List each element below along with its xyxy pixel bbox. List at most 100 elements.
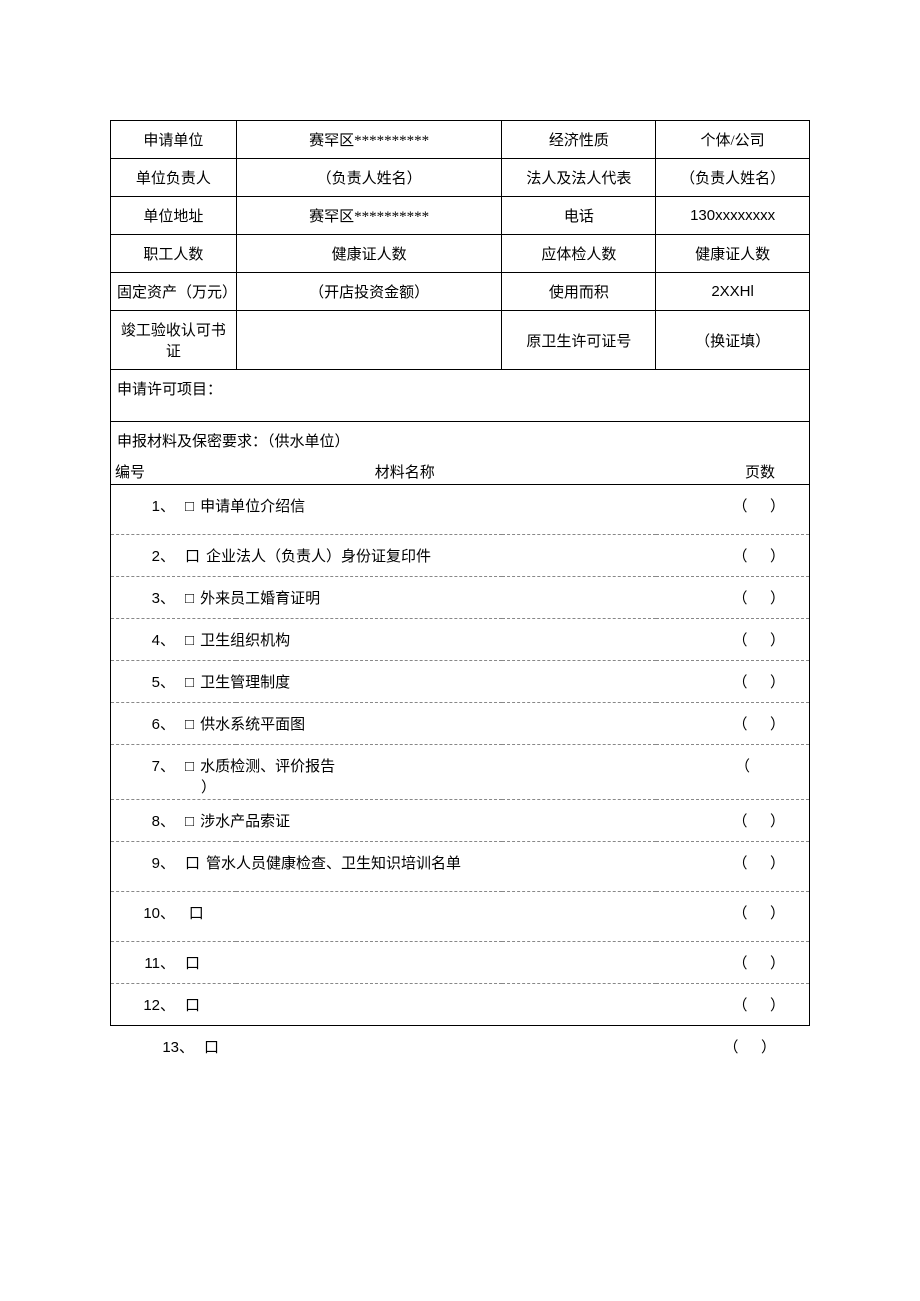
application-form-table: 申请单位 赛罕区********** 经济性质 个体/公司 单位负责人 （负责人… [110,120,810,1026]
material-item-row: 10、 口 （ ） [111,892,810,942]
item-name: 企业法人（负责人）身份证复印件 [206,549,431,565]
materials-title-row: 申报材料及保密要求：（供水单位） [111,422,810,460]
checkbox-icon: □ [185,759,194,776]
info-row: 固定资产（万元） （开店投资金额） 使用而积 2XXHl [111,273,810,311]
item-no: 13、 [114,1036,204,1057]
item-pages: （ ） [732,629,805,650]
value-legal-rep: （负责人姓名） [656,159,810,197]
item-name: 管水人员健康检查、卫生知识培训名单 [206,856,461,872]
material-item-row: 2、口企业法人（负责人）身份证复印件 （ ） [111,535,810,577]
checkbox-icon: 口 [185,545,200,566]
checkbox-icon: □ [185,675,194,692]
item-no: 5、 [115,671,185,692]
item-no: 12、 [115,994,185,1015]
material-item-row: 11、口 （ ） [111,942,810,984]
item-name: 外来员工婚育证明 [200,591,320,607]
value-checkup-count: 健康证人数 [656,235,810,273]
value-applicant-unit: 赛罕区********** [236,121,502,159]
permit-item-row: 申请许可项目： [111,370,810,422]
label-completion-cert: 竣工验收认可书证 [111,311,237,370]
label-fixed-assets: 固定资产（万元） [111,273,237,311]
item-pages: （ ） [732,810,805,831]
label-area: 使用而积 [502,273,656,311]
checkbox-icon: □ [185,633,194,650]
item-name: 申请单位介绍信 [200,499,305,515]
material-item-row: 8、□ 涉水产品索证 （ ） [111,800,810,842]
label-economic-nature: 经济性质 [502,121,656,159]
label-phone: 电话 [502,197,656,235]
material-item-row: 1、□ 申请单位介绍信 （ ） [111,485,810,535]
label-staff-count: 职工人数 [111,235,237,273]
material-item-row: 9、口管水人员健康检查、卫生知识培训名单 （ ） [111,842,810,892]
value-completion-cert [236,311,502,370]
checkbox-icon: □ [185,591,194,608]
item-pages-open: （ [735,755,805,776]
item-pages: （ ） [732,495,805,516]
item-pages: （ ） [732,994,805,1015]
item-name: 卫生组织机构 [200,633,290,649]
item-pages-close: ） [201,780,216,796]
item-no: 9、 [115,852,185,873]
checkbox-icon: □ [185,814,194,831]
item-name: 卫生管理制度 [200,675,290,691]
checkbox-icon: 口 [185,994,200,1015]
item-pages: （ ） [732,852,805,873]
material-item-row: 12、口 （ ） [111,984,810,1026]
item-pages: （ ） [732,587,805,608]
value-fixed-assets: （开店投资金额） [236,273,502,311]
item-no: 2、 [115,545,185,566]
info-row: 竣工验收认可书证 原卫生许可证号 （换证填） [111,311,810,370]
item-no: 6、 [115,713,185,734]
value-area: 2XXHl [656,273,810,311]
material-item-row: 7、□ 水质检测、评价报告 （ ） [111,745,810,800]
item-no: 7、 [115,755,185,776]
item-pages: （ ） [732,671,805,692]
checkbox-icon: □ [185,717,194,734]
value-economic-nature: 个体/公司 [656,121,810,159]
info-row: 单位地址 赛罕区********** 电话 130xxxxxxxx [111,197,810,235]
item-name: 供水系统平面图 [200,717,305,733]
materials-header-row: 编号 材料名称 页数 [111,459,810,485]
item-pages: （ ） [732,952,805,973]
material-item-row: 4、□ 卫生组织机构 （ ） [111,619,810,661]
info-row: 职工人数 健康证人数 应体检人数 健康证人数 [111,235,810,273]
label-checkup-count: 应体检人数 [502,235,656,273]
item-no: 1、 [115,495,185,516]
checkbox-icon: 口 [204,1036,219,1057]
materials-title: 申报材料及保密要求：（供水单位） [111,422,810,460]
info-row: 单位负责人 （负责人姓名） 法人及法人代表 （负责人姓名） [111,159,810,197]
item-no: 10、 [115,902,185,923]
item-name: 涉水产品索证 [200,814,290,830]
label-orig-permit-no: 原卫生许可证号 [502,311,656,370]
label-legal-rep: 法人及法人代表 [502,159,656,197]
label-responsible-person: 单位负责人 [111,159,237,197]
value-staff-count: 健康证人数 [236,235,502,273]
header-pages: 页数 [612,461,805,482]
checkbox-icon: 口 [189,902,204,923]
info-row: 申请单位 赛罕区********** 经济性质 个体/公司 [111,121,810,159]
checkbox-icon: 口 [185,952,200,973]
material-item-outside: 13、口 （ ） [110,1026,810,1067]
item-no: 8、 [115,810,185,831]
item-no: 4、 [115,629,185,650]
label-address: 单位地址 [111,197,237,235]
item-no: 3、 [115,587,185,608]
checkbox-icon: 口 [185,852,200,873]
item-pages: （ ） [732,545,805,566]
header-name: 材料名称 [198,461,612,482]
label-applicant-unit: 申请单位 [111,121,237,159]
value-responsible-person: （负责人姓名） [236,159,502,197]
item-pages: （ ） [732,902,805,923]
value-phone: 130xxxxxxxx [656,197,810,235]
material-item-row: 6、□ 供水系统平面图 （ ） [111,703,810,745]
checkbox-icon: □ [185,499,194,516]
item-pages: （ ） [732,713,805,734]
item-pages: （ ） [723,1036,806,1057]
permit-item-label: 申请许可项目： [111,370,810,422]
value-address: 赛罕区********** [236,197,502,235]
header-no: 编号 [115,461,198,482]
material-item-row: 5、□ 卫生管理制度 （ ） [111,661,810,703]
material-item-row: 3、□ 外来员工婚育证明 （ ） [111,577,810,619]
item-name: 水质检测、评价报告 [200,759,335,775]
item-no: 11、 [115,952,185,973]
